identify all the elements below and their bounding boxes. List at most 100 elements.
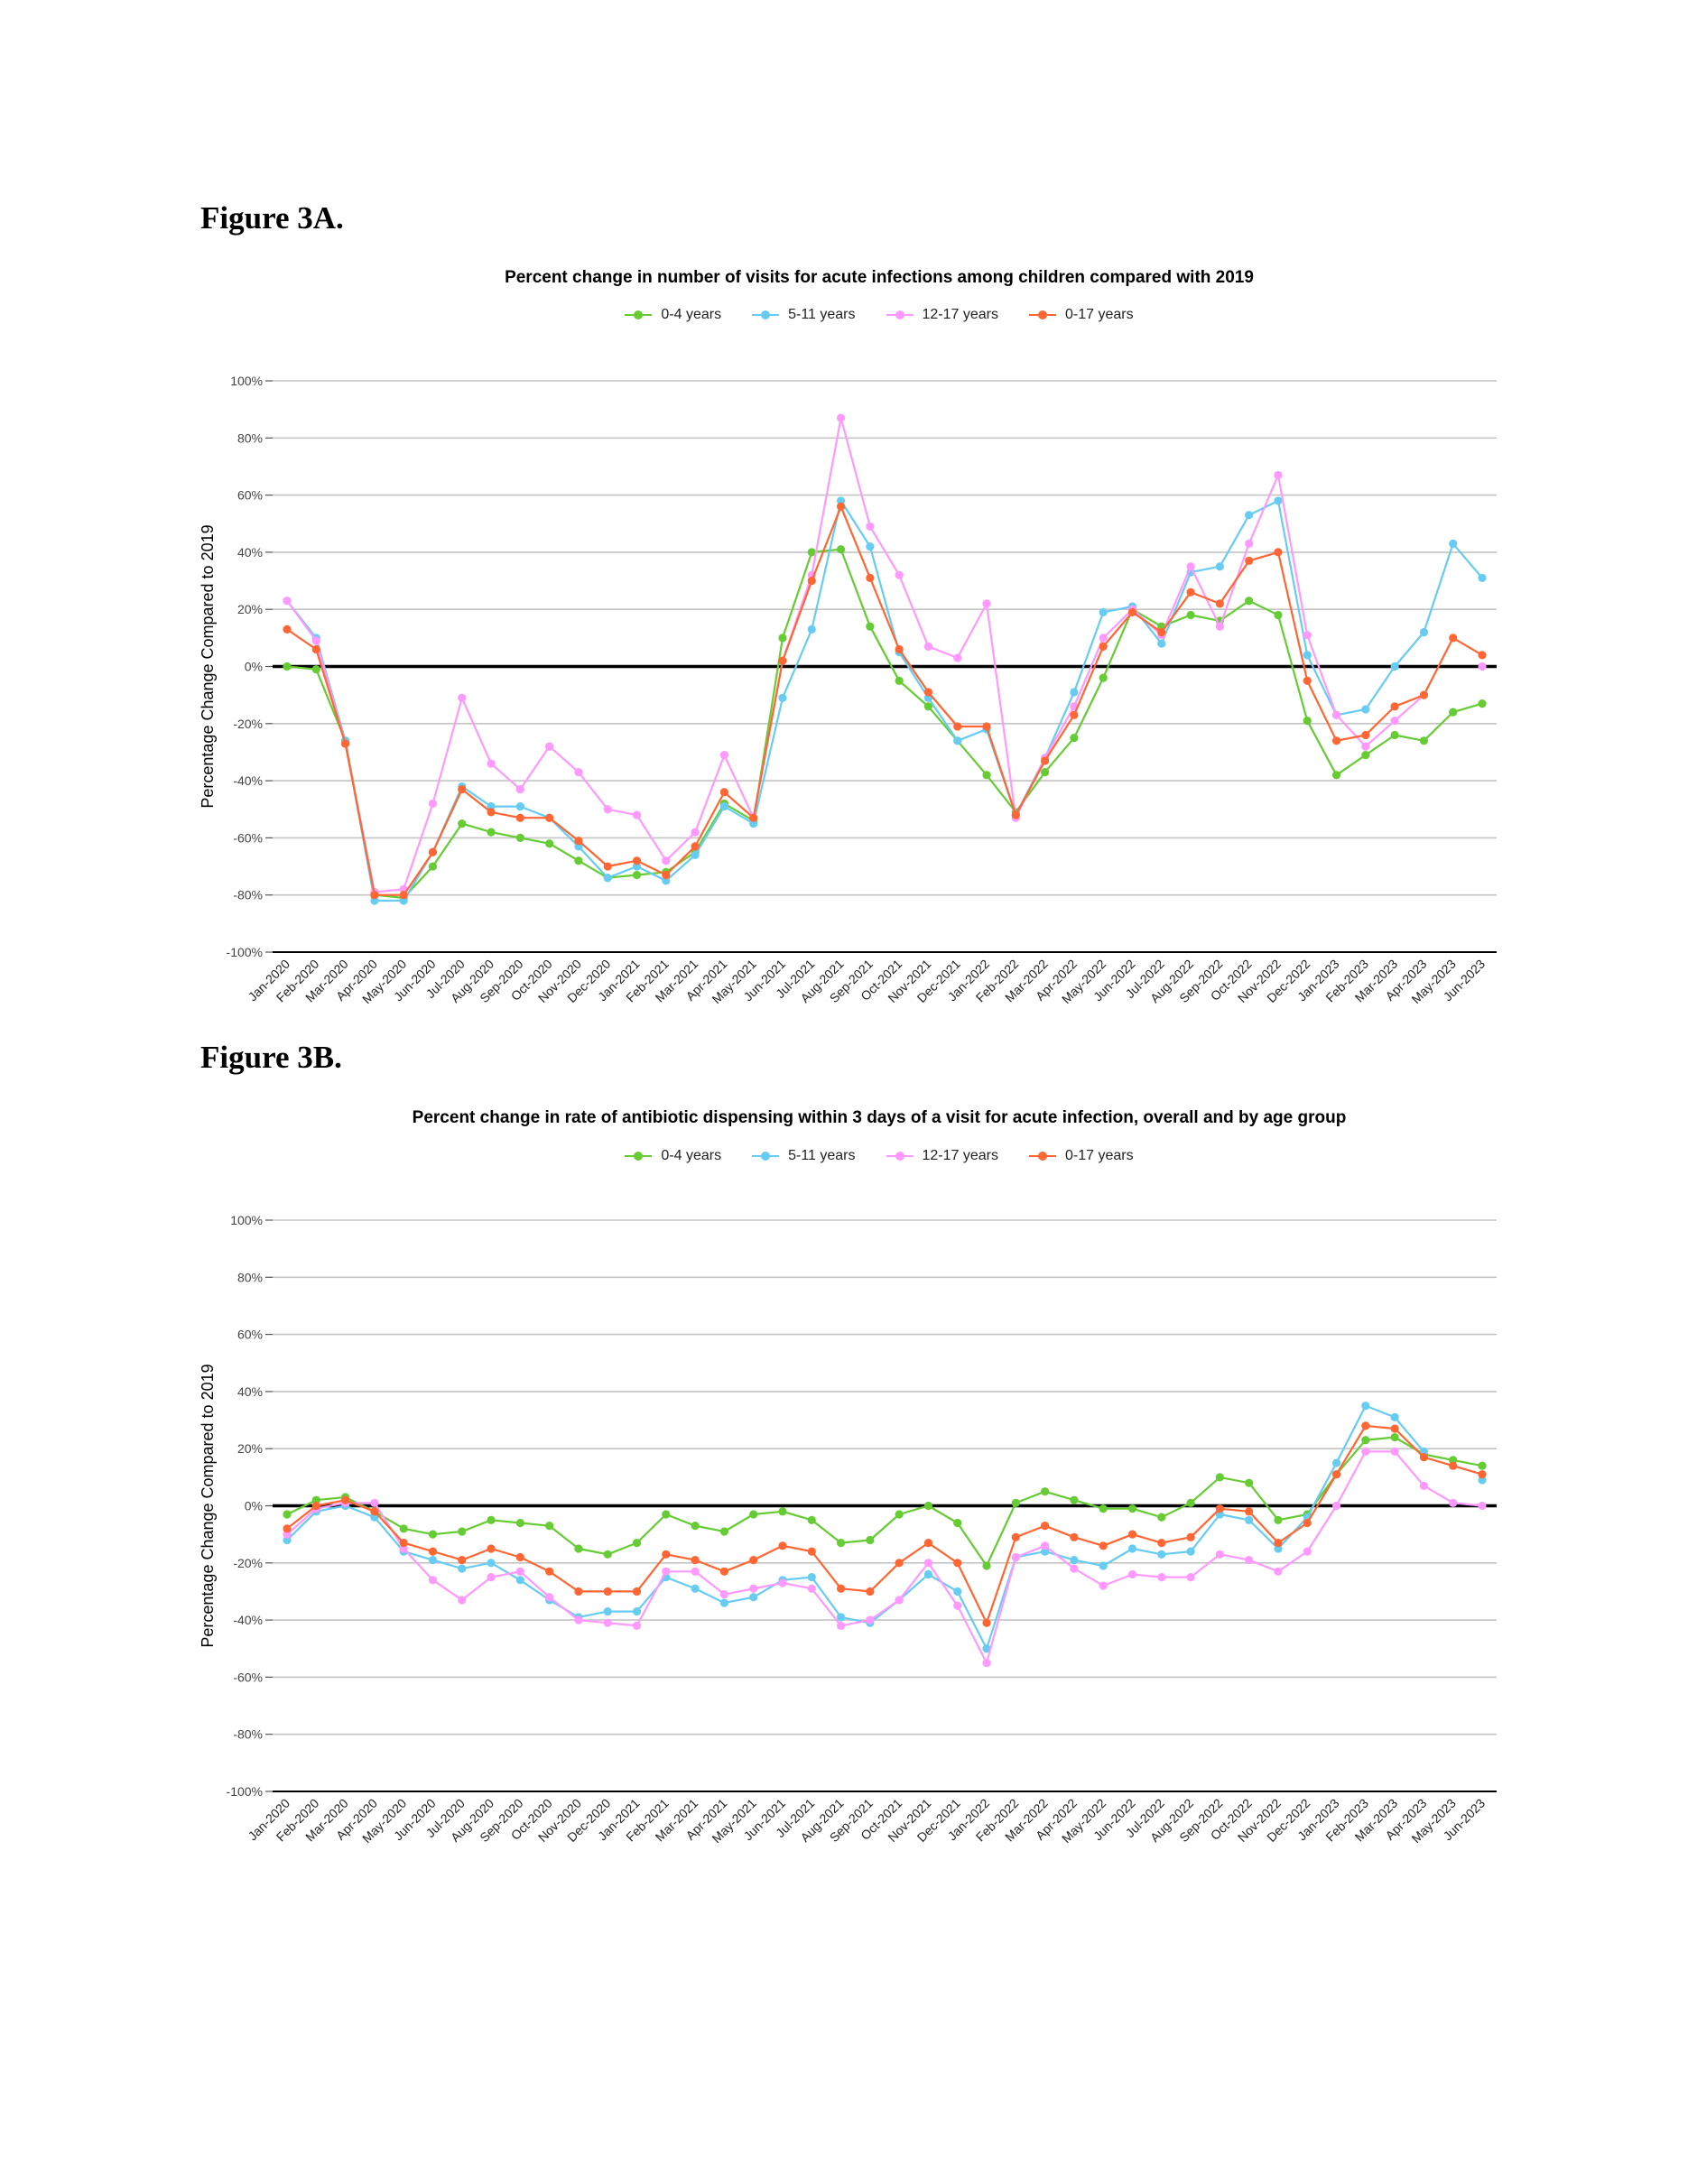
y-tick-label: 20% [237, 1441, 263, 1456]
legend-item-12-17: 12-17 years [886, 1148, 998, 1164]
data-point-12-17-years [982, 599, 991, 608]
y-tick-label: 100% [230, 374, 263, 388]
data-point-0-17-years [603, 1587, 612, 1596]
data-point-0-17-years [691, 842, 700, 851]
data-point-0-17-years [283, 625, 292, 634]
data-point-0-4-years [428, 1530, 438, 1539]
legend-swatch-12-17 [886, 1150, 914, 1162]
data-point-0-4-years [1419, 736, 1429, 745]
data-point-0-4-years [574, 1544, 583, 1553]
data-point-12-17-years [1478, 662, 1487, 671]
data-point-5-11-years [574, 842, 583, 851]
data-point-0-4-years [1478, 699, 1487, 708]
legend-item-0-17: 0-17 years [1029, 1148, 1134, 1164]
data-point-5-11-years [1099, 1561, 1108, 1570]
data-point-12-17-years [1215, 622, 1224, 631]
data-point-0-4-years [778, 634, 787, 643]
legend-label-5-11: 5-11 years [788, 307, 856, 322]
chart-a-plot: 100%80%60%40%20%0%-20%-40%-60%-80%-100%J… [199, 374, 1497, 1006]
data-point-0-17-years [895, 644, 904, 654]
data-point-0-17-years [923, 1539, 933, 1548]
data-point-0-4-years [982, 771, 991, 780]
data-point-0-4-years [545, 1522, 554, 1531]
legend-swatch-5-11 [752, 309, 780, 321]
data-point-0-4-years [399, 1524, 408, 1533]
data-point-12-17-years [1186, 562, 1195, 571]
data-point-5-11-years [719, 801, 728, 811]
data-point-0-17-years [1419, 690, 1429, 699]
data-point-5-11-years [691, 850, 700, 859]
data-point-12-17-years [719, 1590, 728, 1599]
y-tick-label: -20% [233, 1556, 263, 1570]
data-point-0-4-years [1127, 1504, 1137, 1513]
y-axis-label: Percentage Change Compared to 2019 [199, 524, 217, 808]
data-point-0-17-years [428, 847, 438, 856]
data-point-0-17-years [370, 1507, 379, 1516]
data-point-0-17-years [719, 788, 728, 797]
data-point-0-17-years [923, 688, 933, 697]
data-point-5-11-years [1419, 627, 1429, 637]
data-point-5-11-years [370, 896, 379, 905]
data-point-5-11-years [487, 1559, 496, 1568]
data-point-5-11-years [1127, 1544, 1137, 1553]
data-point-0-17-years [311, 1501, 320, 1511]
data-point-5-11-years [1157, 1550, 1166, 1559]
data-point-0-17-years [1099, 1541, 1108, 1550]
data-point-0-4-years [749, 1510, 758, 1519]
data-point-12-17-years [1331, 710, 1341, 719]
data-point-0-4-years [515, 833, 524, 843]
data-point-0-17-years [1011, 810, 1020, 819]
data-point-0-17-years [866, 1587, 875, 1596]
data-point-12-17-years [1245, 539, 1254, 549]
data-point-0-17-years [778, 656, 787, 665]
data-point-12-17-years [1099, 634, 1108, 643]
data-point-12-17-years [1157, 1573, 1166, 1582]
data-point-0-17-years [1390, 702, 1399, 711]
data-point-5-11-years [1274, 1544, 1283, 1553]
data-point-12-17-years [1274, 1567, 1283, 1576]
data-point-0-4-years [807, 1515, 816, 1524]
data-point-0-17-years [982, 722, 991, 731]
data-point-5-11-years [778, 693, 787, 702]
legend-swatch-12-17 [886, 309, 914, 321]
data-point-0-17-years [1478, 651, 1487, 660]
data-point-0-4-years [807, 548, 816, 557]
data-point-0-4-years [458, 1527, 467, 1536]
data-point-12-17-years [370, 1498, 379, 1507]
data-point-5-11-years [866, 541, 875, 551]
data-point-0-17-years [399, 1539, 408, 1548]
legend-swatch-5-11 [752, 1150, 780, 1162]
chart-b-plot: 100%80%60%40%20%0%-20%-40%-60%-80%-100%J… [199, 1213, 1497, 1846]
data-point-5-11-years [749, 819, 758, 828]
data-point-12-17-years [836, 1621, 846, 1631]
legend-label-5-11: 5-11 years [788, 1148, 856, 1163]
data-point-0-4-years [1099, 673, 1108, 682]
legend-swatch-0-17 [1029, 309, 1056, 321]
data-point-0-17-years [399, 891, 408, 900]
data-point-0-17-years [283, 1524, 292, 1533]
data-point-5-11-years [1478, 573, 1487, 582]
data-point-5-11-years [1245, 511, 1254, 520]
data-point-0-17-years [340, 739, 350, 748]
series-line-0-17-years [286, 1424, 1483, 1624]
data-point-5-11-years [1419, 1447, 1429, 1456]
data-point-0-17-years [487, 1544, 496, 1553]
data-point-0-17-years [545, 813, 554, 822]
data-point-12-17-years [632, 810, 642, 819]
data-point-5-11-years [1390, 662, 1399, 671]
data-point-0-17-years [340, 1495, 350, 1504]
data-point-5-11-years [1041, 1547, 1050, 1556]
data-point-0-4-years [1041, 768, 1050, 777]
data-point-0-17-years [895, 1559, 904, 1568]
y-tick-label: -80% [233, 1727, 263, 1742]
figure-3a-heading: Figure 3A. [200, 200, 344, 236]
legend-label-0-4: 0-4 years [661, 307, 722, 322]
data-point-0-4-years [923, 1501, 933, 1511]
legend-item-5-11: 5-11 years [752, 1148, 856, 1164]
data-point-0-4-years [1303, 717, 1312, 726]
data-point-0-4-years [1070, 734, 1079, 743]
data-point-5-11-years [1245, 1515, 1254, 1524]
data-point-0-17-years [1361, 1421, 1370, 1430]
data-point-0-17-years [662, 1550, 671, 1559]
data-point-12-17-years [428, 1576, 438, 1585]
